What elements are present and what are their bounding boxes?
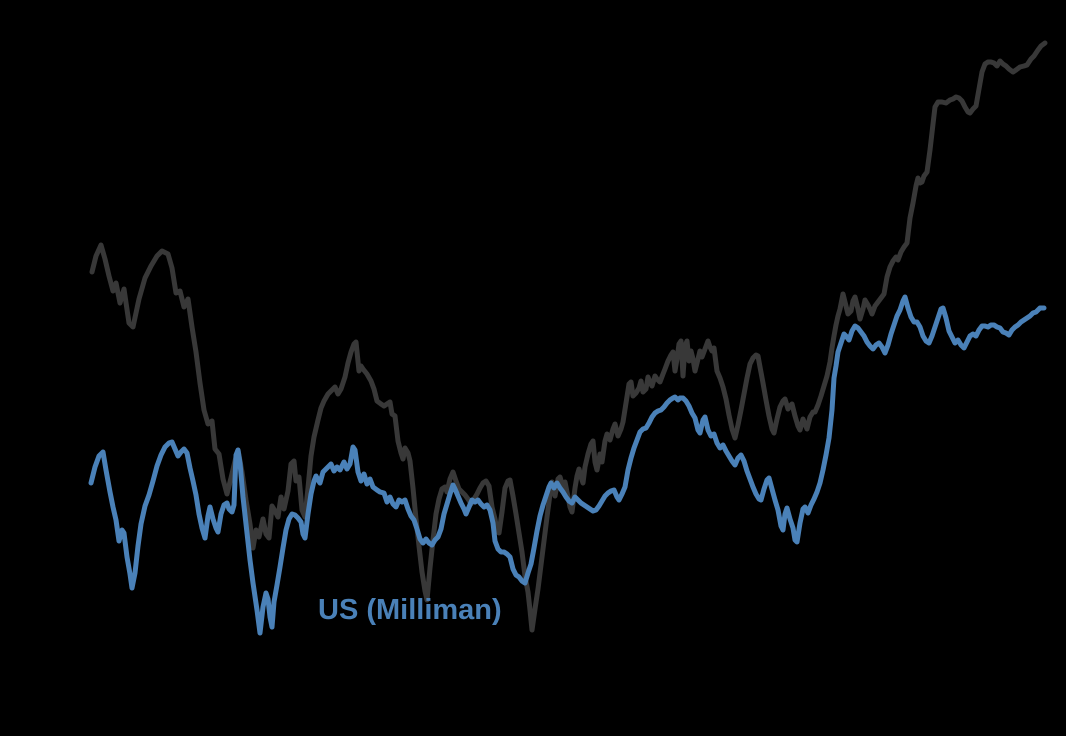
series-label-us-milliman: US (Milliman) — [318, 594, 502, 626]
us-milliman-line — [88, 294, 1047, 636]
dark-line — [89, 40, 1048, 633]
